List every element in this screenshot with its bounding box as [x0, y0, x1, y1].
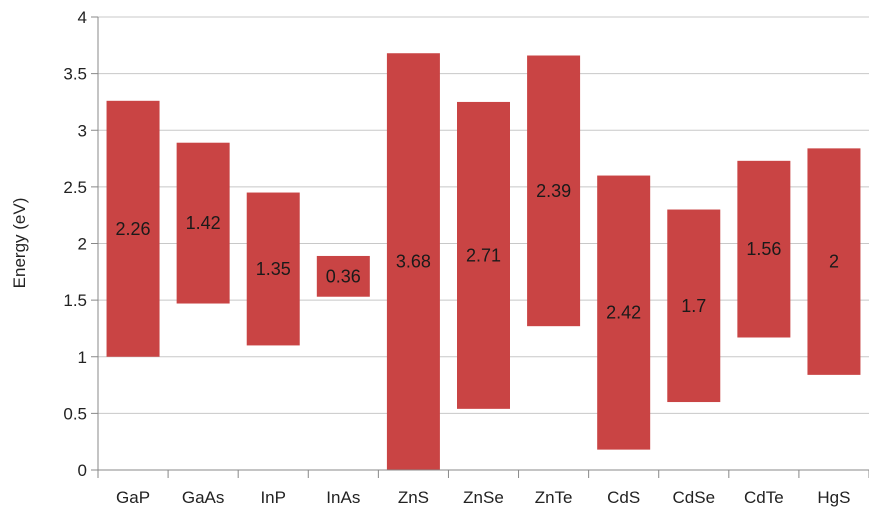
y-tick-label: 3 — [78, 121, 87, 140]
bars — [106, 53, 861, 471]
y-tick-label: 0 — [78, 461, 87, 480]
y-axis-title: Energy (eV) — [10, 198, 29, 289]
axes: 0 0.5 1 1.5 2 2.5 3 3.5 4 GaP GaAs InP InAs ZnS ZnSe Zn… — [63, 8, 869, 507]
bar-gaas — [176, 142, 230, 304]
y-tick-label: 3.5 — [63, 65, 87, 84]
bar-cds — [597, 175, 651, 450]
bar-value-label: 2.39 — [536, 181, 571, 201]
x-tick-label: ZnS — [398, 488, 429, 507]
bar-value-label: 1.56 — [746, 239, 781, 259]
x-tick-label: InAs — [326, 488, 360, 507]
bar-zns — [386, 53, 440, 471]
y-tick-label: 0.5 — [63, 404, 87, 423]
x-tick-label: CdTe — [744, 488, 784, 507]
bar-inas — [316, 255, 370, 297]
x-tick-label: InP — [260, 488, 286, 507]
bar-value-label: 0.36 — [326, 266, 361, 286]
y-tick-label: 2.5 — [63, 178, 87, 197]
y-tick-label: 1.5 — [63, 291, 87, 310]
bar-value-label: 2.26 — [116, 219, 151, 239]
y-tick-label: 2 — [78, 235, 87, 254]
bar-value-label: 1.35 — [256, 259, 291, 279]
bar-inp — [246, 192, 300, 346]
bar-value-label: 2.42 — [606, 303, 641, 323]
bar-hgs — [807, 148, 861, 375]
y-tick-label: 1 — [78, 348, 87, 367]
bar-cdte — [737, 160, 791, 338]
y-tick-label: 4 — [78, 8, 87, 27]
x-tick-label: CdSe — [673, 488, 716, 507]
bar-value-label: 1.42 — [186, 213, 221, 233]
bar-value-label: 3.68 — [396, 252, 431, 272]
x-tick-label: ZnSe — [463, 488, 504, 507]
bar-gap — [106, 100, 160, 357]
bar-value-label: 1.7 — [681, 296, 706, 316]
bar-znse — [457, 101, 510, 409]
x-tick-label: GaAs — [182, 488, 225, 507]
bar-value-label: 2.71 — [466, 245, 501, 265]
bar-znte — [527, 55, 581, 327]
x-tick-label: ZnTe — [535, 488, 573, 507]
bar-labels: 2.26 1.42 1.35 0.36 3.68 2.71 2.39 2.42 1.7 1.56 2 — [116, 181, 839, 323]
bar-cdse — [667, 209, 721, 403]
x-tick-label: CdS — [607, 488, 640, 507]
bar-value-label: 2 — [829, 252, 839, 272]
x-tick-label: HgS — [817, 488, 850, 507]
x-tick-label: GaP — [116, 488, 150, 507]
